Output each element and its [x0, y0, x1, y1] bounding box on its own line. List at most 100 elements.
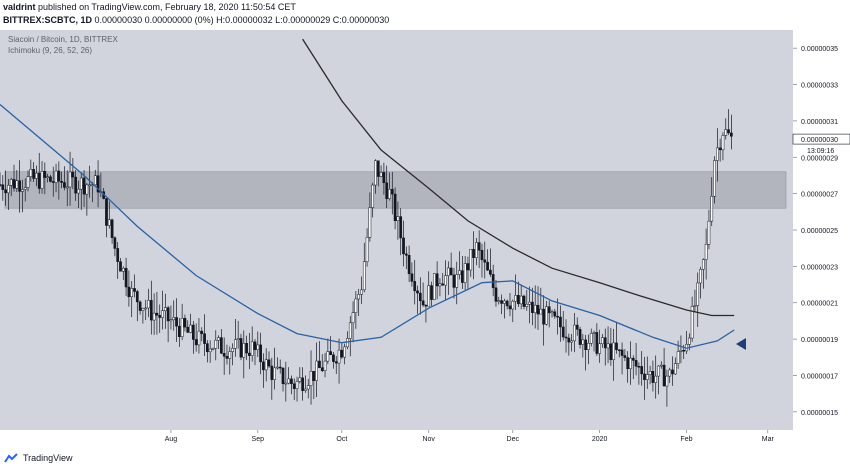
candle-body[interactable]	[242, 343, 246, 358]
candle-body[interactable]	[46, 176, 49, 179]
candle-body[interactable]	[550, 311, 554, 314]
candle-body[interactable]	[248, 352, 251, 356]
candle-body[interactable]	[186, 326, 190, 333]
candle-body[interactable]	[239, 338, 243, 358]
candle-body[interactable]	[4, 189, 7, 194]
candle-body[interactable]	[287, 378, 290, 384]
candle-body[interactable]	[141, 308, 145, 311]
candle-body[interactable]	[483, 259, 487, 263]
candle-body[interactable]	[416, 290, 419, 294]
candle-body[interactable]	[29, 169, 33, 177]
candle-body[interactable]	[673, 363, 677, 375]
candle-body[interactable]	[648, 371, 652, 375]
candle-body[interactable]	[376, 160, 380, 177]
candle-body[interactable]	[553, 311, 557, 317]
candle-body[interactable]	[573, 324, 576, 342]
candle-body[interactable]	[200, 330, 204, 334]
candle-body[interactable]	[82, 177, 86, 195]
candle-body[interactable]	[410, 273, 414, 282]
candle-body[interactable]	[26, 176, 30, 188]
candle-body[interactable]	[315, 360, 318, 381]
candle-body[interactable]	[407, 255, 411, 275]
candle-body[interactable]	[486, 261, 489, 271]
candle-body[interactable]	[659, 364, 663, 367]
candle-body[interactable]	[505, 300, 509, 307]
candle-body[interactable]	[203, 333, 206, 344]
candle-body[interactable]	[713, 160, 716, 197]
candle-body[interactable]	[435, 273, 439, 287]
candle-body[interactable]	[620, 349, 624, 356]
candle-body[interactable]	[514, 295, 517, 302]
candle-body[interactable]	[231, 348, 234, 352]
candle-body[interactable]	[298, 377, 302, 382]
candle-body[interactable]	[643, 373, 646, 380]
candle-body[interactable]	[418, 292, 422, 302]
candle-body[interactable]	[696, 282, 700, 306]
candle-body[interactable]	[57, 170, 61, 182]
candle-body[interactable]	[539, 308, 543, 315]
candle-body[interactable]	[130, 288, 134, 298]
candle-body[interactable]	[430, 285, 433, 300]
candle-body[interactable]	[0, 184, 2, 186]
candle-body[interactable]	[522, 295, 526, 307]
candle-body[interactable]	[163, 307, 167, 311]
legend-indicator[interactable]: Ichimoku (9, 26, 52, 26)	[8, 46, 93, 55]
candle-body[interactable]	[149, 300, 153, 321]
candle-body[interactable]	[589, 333, 593, 344]
candle-body[interactable]	[603, 337, 607, 349]
candle-body[interactable]	[334, 361, 338, 364]
candle-body[interactable]	[256, 344, 260, 350]
candle-body[interactable]	[360, 289, 363, 295]
candle-body[interactable]	[570, 340, 573, 343]
candle-body[interactable]	[1, 184, 5, 190]
candle-body[interactable]	[309, 371, 313, 386]
candle-body[interactable]	[542, 308, 545, 325]
candle-body[interactable]	[77, 188, 80, 194]
candle-body[interactable]	[222, 353, 226, 357]
candle-body[interactable]	[245, 343, 248, 354]
candle-body[interactable]	[133, 288, 136, 292]
candle-body[interactable]	[234, 339, 237, 349]
candle-body[interactable]	[547, 306, 551, 314]
candle-body[interactable]	[617, 349, 621, 352]
candle-body[interactable]	[575, 324, 579, 330]
candle-body[interactable]	[166, 307, 170, 322]
candle-body[interactable]	[329, 351, 333, 355]
candle-body[interactable]	[724, 129, 728, 136]
candle-body[interactable]	[662, 364, 666, 387]
candle-body[interactable]	[121, 267, 125, 272]
candle-body[interactable]	[682, 350, 686, 352]
candle-body[interactable]	[177, 325, 181, 338]
candle-body[interactable]	[668, 369, 672, 377]
time-axis[interactable]	[0, 430, 850, 446]
price-axis[interactable]	[793, 30, 850, 430]
candle-body[interactable]	[489, 269, 492, 275]
candle-body[interactable]	[326, 351, 330, 362]
candle-body[interactable]	[270, 365, 274, 380]
candle-body[interactable]	[96, 175, 100, 193]
candle-body[interactable]	[587, 343, 590, 350]
candle-body[interactable]	[85, 184, 89, 195]
author-name[interactable]: valdrint	[3, 2, 36, 12]
candle-body[interactable]	[290, 378, 293, 385]
candle-body[interactable]	[323, 360, 327, 371]
candle-body[interactable]	[250, 341, 254, 356]
candle-body[interactable]	[446, 267, 450, 276]
candle-body[interactable]	[615, 342, 618, 351]
candle-body[interactable]	[23, 187, 27, 190]
candle-body[interactable]	[374, 160, 377, 186]
candle-body[interactable]	[424, 304, 428, 307]
candle-body[interactable]	[9, 179, 13, 186]
candle-body[interactable]	[623, 355, 627, 358]
candle-body[interactable]	[449, 267, 453, 276]
candle-body[interactable]	[533, 304, 537, 313]
candle-body[interactable]	[253, 341, 257, 350]
candle-body[interactable]	[217, 337, 220, 341]
candle-body[interactable]	[612, 342, 616, 360]
candle-body[interactable]	[519, 295, 523, 305]
candle-body[interactable]	[497, 300, 501, 302]
candle-body[interactable]	[21, 189, 24, 192]
candle-body[interactable]	[194, 339, 198, 346]
candle-body[interactable]	[402, 237, 405, 255]
candle-body[interactable]	[60, 181, 63, 183]
